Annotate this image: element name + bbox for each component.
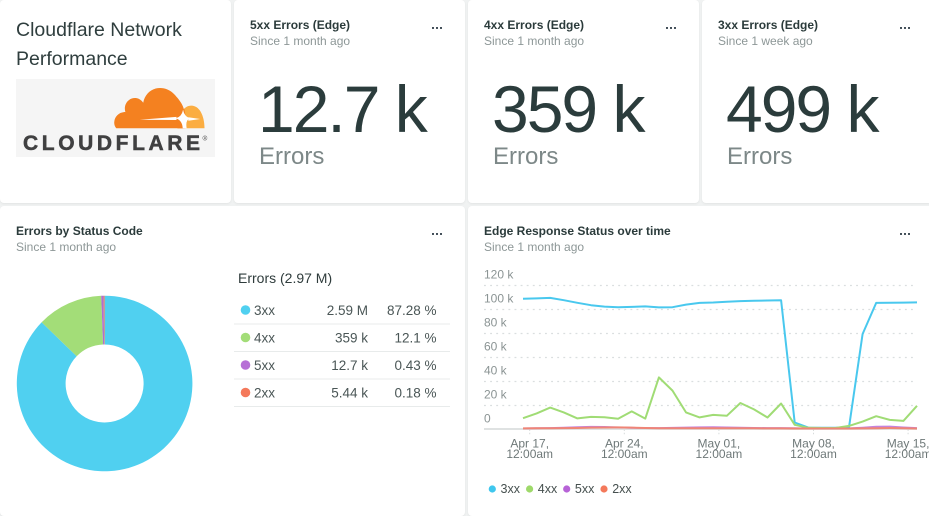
svg-text:Apr 24,: Apr 24,: [605, 437, 644, 451]
svg-text:60 k: 60 k: [484, 340, 508, 354]
svg-text:12:00am: 12:00am: [885, 447, 929, 461]
svg-text:4xx: 4xx: [538, 482, 558, 496]
svg-text:2xx: 2xx: [612, 482, 632, 496]
svg-text:Apr 17,: Apr 17,: [510, 437, 549, 451]
svg-text:80 k: 80 k: [484, 316, 508, 330]
svg-text:87.28 %: 87.28 %: [387, 303, 437, 318]
svg-text:12:00am: 12:00am: [601, 447, 648, 461]
svg-text:0: 0: [484, 412, 491, 426]
svg-text:May 01,: May 01,: [698, 437, 741, 451]
svg-text:12.7 k: 12.7 k: [331, 358, 368, 373]
svg-text:120 k: 120 k: [484, 268, 514, 282]
svg-text:2xx: 2xx: [254, 385, 275, 400]
svg-text:12.1 %: 12.1 %: [394, 330, 436, 345]
svg-text:0.18 %: 0.18 %: [394, 385, 436, 400]
svg-text:3xx: 3xx: [254, 303, 275, 318]
svg-text:12:00am: 12:00am: [790, 447, 837, 461]
svg-text:CLOUDFLARE: CLOUDFLARE: [23, 132, 204, 155]
svg-text:3xx: 3xx: [501, 482, 521, 496]
svg-text:5xx: 5xx: [254, 358, 275, 373]
svg-text:20 k: 20 k: [484, 388, 508, 402]
svg-text:5xx: 5xx: [575, 482, 595, 496]
svg-text:12:00am: 12:00am: [696, 447, 743, 461]
svg-text:5.44 k: 5.44 k: [331, 385, 368, 400]
svg-text:40 k: 40 k: [484, 364, 508, 378]
svg-text:®: ®: [203, 135, 208, 143]
svg-text:Errors (2.97 M): Errors (2.97 M): [238, 270, 332, 286]
svg-text:4xx: 4xx: [254, 330, 275, 345]
svg-text:0.43 %: 0.43 %: [394, 358, 436, 373]
svg-text:May 15,: May 15,: [887, 437, 929, 451]
svg-text:2.59 M: 2.59 M: [327, 303, 368, 318]
svg-text:100 k: 100 k: [484, 292, 514, 306]
svg-text:359 k: 359 k: [335, 330, 368, 345]
svg-text:May 08,: May 08,: [792, 437, 835, 451]
svg-text:12:00am: 12:00am: [506, 447, 553, 461]
